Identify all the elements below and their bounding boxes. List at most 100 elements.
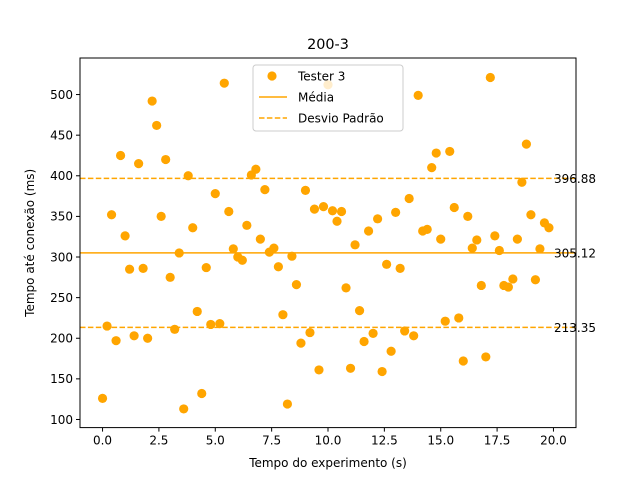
data-points xyxy=(97,72,554,414)
data-point xyxy=(255,234,265,244)
data-point xyxy=(395,263,405,273)
data-point xyxy=(278,310,288,320)
data-point xyxy=(129,331,139,341)
y-tick-label: 300 xyxy=(50,250,73,264)
data-point xyxy=(373,214,383,224)
data-point xyxy=(336,206,347,217)
data-point xyxy=(386,346,396,356)
reference-line-label: 305.12 xyxy=(554,246,596,260)
x-tick-label: 12.5 xyxy=(371,434,398,448)
data-point xyxy=(463,211,473,221)
data-point xyxy=(503,282,513,292)
data-point xyxy=(242,220,252,230)
data-point xyxy=(449,202,459,213)
x-tick-label: 7.5 xyxy=(262,434,281,448)
y-axis-label: Tempo até conexão (ms) xyxy=(23,169,37,318)
data-point xyxy=(363,226,374,236)
data-point xyxy=(354,306,365,316)
data-point xyxy=(197,388,207,399)
data-point xyxy=(318,202,329,212)
x-tick-label: 5.0 xyxy=(206,434,225,448)
data-point xyxy=(508,274,518,284)
data-point xyxy=(494,245,504,256)
data-point xyxy=(382,259,392,269)
data-point xyxy=(535,244,545,254)
y-tick-label: 450 xyxy=(50,128,73,142)
data-point xyxy=(341,283,351,293)
y-tick-label: 350 xyxy=(50,210,73,224)
x-tick-label: 2.5 xyxy=(149,434,168,448)
data-point xyxy=(454,313,464,323)
y-tick-label: 100 xyxy=(50,413,73,427)
data-point xyxy=(400,326,410,336)
data-point xyxy=(391,207,401,217)
data-point xyxy=(210,189,220,199)
reference-line-label: 396.88 xyxy=(554,172,596,186)
x-tick-label: 20.0 xyxy=(540,434,567,448)
data-point xyxy=(314,365,324,375)
data-point xyxy=(201,262,211,273)
data-point xyxy=(368,328,378,338)
data-point xyxy=(273,262,283,272)
reference-line-label: 213.35 xyxy=(554,321,596,335)
y-tick-label: 150 xyxy=(50,372,73,386)
data-point xyxy=(228,244,238,254)
y-tick-label: 500 xyxy=(50,88,73,102)
y-tick-label: 400 xyxy=(50,169,73,183)
data-point xyxy=(521,139,532,149)
reference-lines xyxy=(80,177,576,329)
data-point xyxy=(287,251,297,261)
x-tick-label: 15.0 xyxy=(427,434,454,448)
data-point xyxy=(183,171,193,181)
legend-label: Desvio Padrão xyxy=(298,112,384,126)
legend: Tester 3 Média Desvio Padrão xyxy=(252,64,404,132)
data-point xyxy=(161,154,171,165)
data-point xyxy=(512,234,522,244)
data-point xyxy=(237,255,247,265)
data-point xyxy=(224,206,234,217)
data-point xyxy=(409,331,419,341)
legend-dot-marker xyxy=(267,71,277,81)
data-point xyxy=(156,211,166,221)
legend-label: Média xyxy=(298,91,334,105)
data-point xyxy=(125,264,135,274)
data-point xyxy=(305,327,315,338)
data-point xyxy=(206,319,216,330)
reference-line-labels: 305.12 396.88 213.35 xyxy=(554,172,596,335)
data-point xyxy=(111,336,121,346)
data-point xyxy=(485,72,495,83)
y-axis: 100 150 200 250 300 350 400 450 500 xyxy=(50,88,80,427)
legend-label: Tester 3 xyxy=(297,70,345,84)
data-point xyxy=(215,319,225,329)
data-point xyxy=(467,243,477,253)
data-point xyxy=(309,204,320,214)
data-point xyxy=(458,356,468,366)
data-point xyxy=(476,280,486,291)
chart-title: 200-3 xyxy=(307,37,349,53)
data-point xyxy=(282,399,293,409)
data-point xyxy=(431,148,441,158)
data-point xyxy=(188,223,198,233)
data-point xyxy=(179,404,189,414)
data-point xyxy=(472,235,482,245)
data-point xyxy=(296,338,306,348)
data-point xyxy=(544,223,554,233)
data-point xyxy=(134,159,144,169)
data-point xyxy=(427,163,437,173)
legend-box xyxy=(252,64,404,132)
data-point xyxy=(170,324,180,334)
data-point xyxy=(138,263,148,273)
data-point xyxy=(377,366,387,377)
data-point xyxy=(517,177,527,187)
data-point xyxy=(147,96,157,106)
x-axis: 0.0 2.5 5.0 7.5 10.0 12.5 15.0 17.5 20.0 xyxy=(93,427,567,448)
data-point xyxy=(152,120,162,131)
data-point xyxy=(422,224,432,234)
y-tick-label: 200 xyxy=(50,332,73,346)
data-point xyxy=(97,393,108,403)
y-tick-label: 250 xyxy=(50,291,73,305)
x-axis-label: Tempo do experimento (s) xyxy=(248,456,407,470)
data-point xyxy=(174,248,184,258)
data-point xyxy=(251,164,261,174)
